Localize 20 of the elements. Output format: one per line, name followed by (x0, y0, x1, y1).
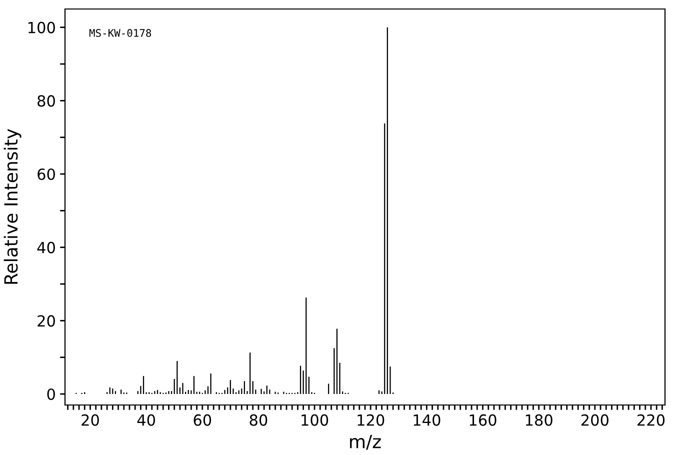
y-axis-title: Relative Intensity (4, 128, 22, 284)
y-tick-label: 80 (38, 95, 55, 107)
y-tick-label: 20 (38, 315, 55, 327)
y-tick-label: 0 (47, 388, 55, 400)
x-tick-label: 220 (638, 414, 665, 426)
x-tick-label: 120 (358, 414, 384, 426)
y-tick-label: 60 (38, 168, 55, 180)
x-tick-label: 180 (526, 414, 552, 426)
x-axis-title: m/z (350, 434, 381, 450)
x-tick-label: 200 (581, 414, 608, 426)
x-tick-label: 100 (302, 414, 328, 426)
x-tick-label: 40 (137, 414, 156, 426)
y-tick-label: 40 (37, 242, 55, 254)
x-tick-label: 80 (250, 414, 268, 426)
x-tick-label: 140 (414, 414, 440, 426)
y-tick-label: 100 (28, 22, 55, 34)
annotation: MS-KW-0178 (89, 29, 152, 37)
x-tick-label: 20 (82, 414, 99, 426)
x-tick-label: 60 (194, 414, 212, 426)
x-tick-label: 160 (470, 414, 496, 426)
